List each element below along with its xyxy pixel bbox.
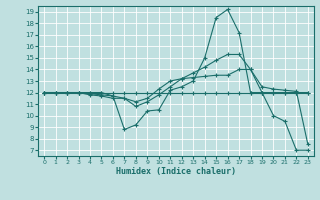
X-axis label: Humidex (Indice chaleur): Humidex (Indice chaleur) bbox=[116, 167, 236, 176]
